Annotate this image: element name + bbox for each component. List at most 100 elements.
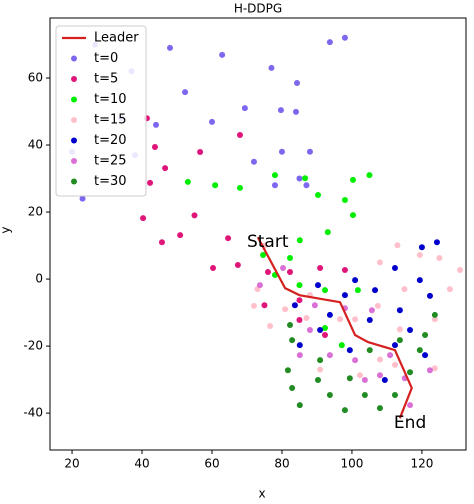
agent-point [366, 172, 373, 179]
agent-point [376, 372, 383, 379]
agent-point [352, 277, 359, 284]
legend-label: t=20 [94, 133, 127, 148]
agent-point [368, 307, 375, 314]
agent-point [225, 235, 232, 242]
agent-point [294, 80, 301, 87]
agent-point [326, 352, 333, 359]
agent-point [426, 367, 433, 374]
agent-point [356, 372, 363, 379]
legend-label: t=5 [94, 72, 118, 87]
agent-point [376, 405, 383, 412]
agent-point [431, 311, 438, 318]
agent-point [219, 51, 226, 58]
agent-point [303, 314, 310, 321]
agent-point [317, 366, 324, 373]
y-tick-label: 0 [35, 272, 43, 286]
agent-point [250, 158, 257, 165]
agent-point [271, 172, 278, 179]
agent-point [317, 265, 324, 272]
legend-swatch [71, 76, 77, 82]
agent-point [79, 195, 86, 202]
agent-point [296, 342, 303, 349]
agent-point [184, 178, 191, 185]
chart-title: H-DDPG [234, 2, 282, 16]
y-tick-label: -20 [23, 339, 43, 353]
x-tick-label: 20 [64, 457, 79, 471]
agent-point [366, 316, 373, 323]
agent-point [317, 357, 324, 364]
agent-point [341, 196, 348, 203]
agent-point [210, 265, 217, 272]
agent-point [426, 292, 433, 299]
agent-point [376, 259, 383, 266]
agent-point [158, 239, 165, 246]
agent-point [354, 287, 361, 294]
agent-point [372, 287, 379, 294]
agent-point [208, 118, 215, 125]
agent-point [401, 286, 408, 293]
agent-point [261, 302, 268, 309]
agent-point [396, 337, 403, 344]
agent-point [289, 384, 296, 391]
legend-label: t=30 [94, 174, 127, 189]
legend-swatch [71, 55, 77, 62]
agent-point [341, 292, 348, 299]
agent-point [422, 332, 429, 339]
agent-point [284, 367, 291, 374]
agent-point [341, 267, 348, 274]
agent-point [376, 356, 383, 363]
agent-point [267, 322, 274, 329]
legend-label: t=15 [94, 113, 127, 128]
agent-point [361, 376, 368, 383]
agent-point [431, 316, 438, 323]
x-axis-label: x [258, 487, 265, 501]
agent-point [416, 251, 423, 258]
y-tick-label: 20 [28, 205, 43, 219]
agent-point [446, 286, 453, 293]
agent-point [366, 347, 373, 354]
agent-point [396, 326, 403, 333]
agent-point [341, 34, 348, 41]
agent-point [260, 251, 267, 258]
agent-point [436, 254, 443, 261]
plot-frame [49, 17, 467, 451]
agent-point [416, 277, 423, 284]
agent-point [349, 212, 356, 219]
agent-point [407, 327, 414, 334]
agent-point [296, 352, 303, 359]
agent-point [191, 212, 198, 219]
agent-point [422, 352, 429, 359]
agent-point [341, 407, 348, 414]
agent-point [361, 392, 368, 399]
legend-swatch [71, 137, 77, 144]
legend-box [55, 25, 147, 197]
agent-point [256, 282, 263, 289]
agent-point [277, 107, 284, 114]
agent-point [315, 282, 322, 289]
agent-point [234, 262, 241, 269]
y-axis-label: y [0, 226, 13, 233]
y-tick-label: -40 [23, 406, 43, 420]
agent-point [396, 307, 403, 314]
agent-point [167, 44, 174, 51]
agent-point [162, 165, 169, 172]
agent-point [147, 179, 154, 186]
agent-point [391, 361, 398, 368]
agent-point [322, 287, 329, 294]
agent-point [236, 131, 243, 138]
agent-point [282, 306, 289, 313]
agent-point [352, 357, 359, 364]
agent-point [394, 242, 401, 249]
y-tick-label: 40 [28, 138, 43, 152]
agent-point [278, 148, 285, 155]
agent-point [212, 182, 219, 189]
x-tick-label: 100 [340, 457, 363, 471]
agent-point [296, 282, 303, 289]
agent-point [177, 232, 184, 239]
agent-point [346, 347, 353, 354]
annotation: Start [247, 232, 289, 252]
agent-point [407, 402, 414, 409]
y-tick-label: 60 [28, 70, 43, 84]
agent-point [317, 327, 324, 334]
legend-swatch [71, 178, 77, 185]
